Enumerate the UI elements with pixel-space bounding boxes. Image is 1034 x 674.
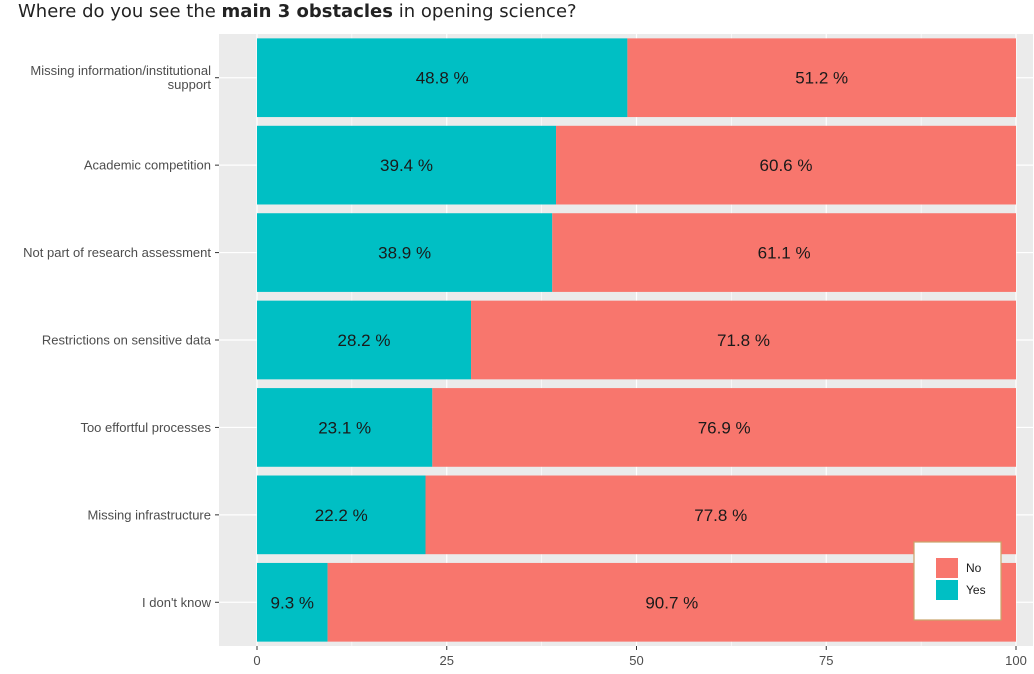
value-label-yes: 22.2 % xyxy=(315,506,368,525)
value-label-yes: 39.4 % xyxy=(380,156,433,175)
value-label-yes: 23.1 % xyxy=(318,418,371,437)
bar-yes xyxy=(257,475,426,555)
bar-yes xyxy=(257,562,328,642)
bar-no xyxy=(425,475,1016,555)
category-label: Academic competition xyxy=(84,158,211,173)
chart-title: Where do you see the main 3 obstacles in… xyxy=(18,0,577,24)
chart-title-suffix: in opening science? xyxy=(392,1,577,22)
value-label-no: 76.9 % xyxy=(698,418,751,437)
category-label: Missing information/institutional support xyxy=(30,63,211,92)
category-label: Not part of research assessment xyxy=(23,245,211,260)
bar-no xyxy=(556,125,1016,205)
category-label: I don't know xyxy=(142,595,212,610)
category-label: Too effortful processes xyxy=(80,420,211,435)
bar-no xyxy=(627,38,1016,118)
value-label-no: 51.2 % xyxy=(795,69,848,88)
x-tick-label: 25 xyxy=(440,653,454,668)
x-tick-label: 100 xyxy=(1005,653,1027,668)
legend-key-yes xyxy=(936,580,958,600)
bar-yes xyxy=(257,125,557,205)
category-label: Missing infrastructure xyxy=(87,507,211,522)
value-label-no: 61.1 % xyxy=(758,244,811,263)
value-label-no: 90.7 % xyxy=(645,593,698,612)
value-label-yes: 38.9 % xyxy=(378,244,431,263)
value-label-yes: 28.2 % xyxy=(338,331,391,350)
value-label-yes: 48.8 % xyxy=(416,69,469,88)
bar-no xyxy=(552,213,1016,292)
value-label-no: 60.6 % xyxy=(760,156,813,175)
chart-title-emphasis: main 3 obstacles xyxy=(221,1,393,22)
legend-key-no xyxy=(936,558,958,578)
category-label: Restrictions on sensitive data xyxy=(42,333,212,348)
bar-no xyxy=(432,388,1017,467)
legend-label-yes: Yes xyxy=(966,583,986,597)
bar-yes xyxy=(257,388,433,467)
bar-yes xyxy=(257,300,472,380)
value-label-yes: 9.3 % xyxy=(271,593,314,612)
bar-yes xyxy=(257,213,553,292)
bar-yes xyxy=(257,38,628,118)
x-tick-label: 50 xyxy=(629,653,643,668)
x-tick-label: 75 xyxy=(819,653,833,668)
value-label-no: 71.8 % xyxy=(717,331,770,350)
chart-title-prefix: Where do you see the xyxy=(18,1,222,22)
bar-no xyxy=(327,562,1016,642)
value-label-no: 77.8 % xyxy=(694,506,747,525)
x-tick-label: 0 xyxy=(253,653,260,668)
bar-no xyxy=(471,300,1017,380)
legend-label-no: No xyxy=(966,561,982,575)
